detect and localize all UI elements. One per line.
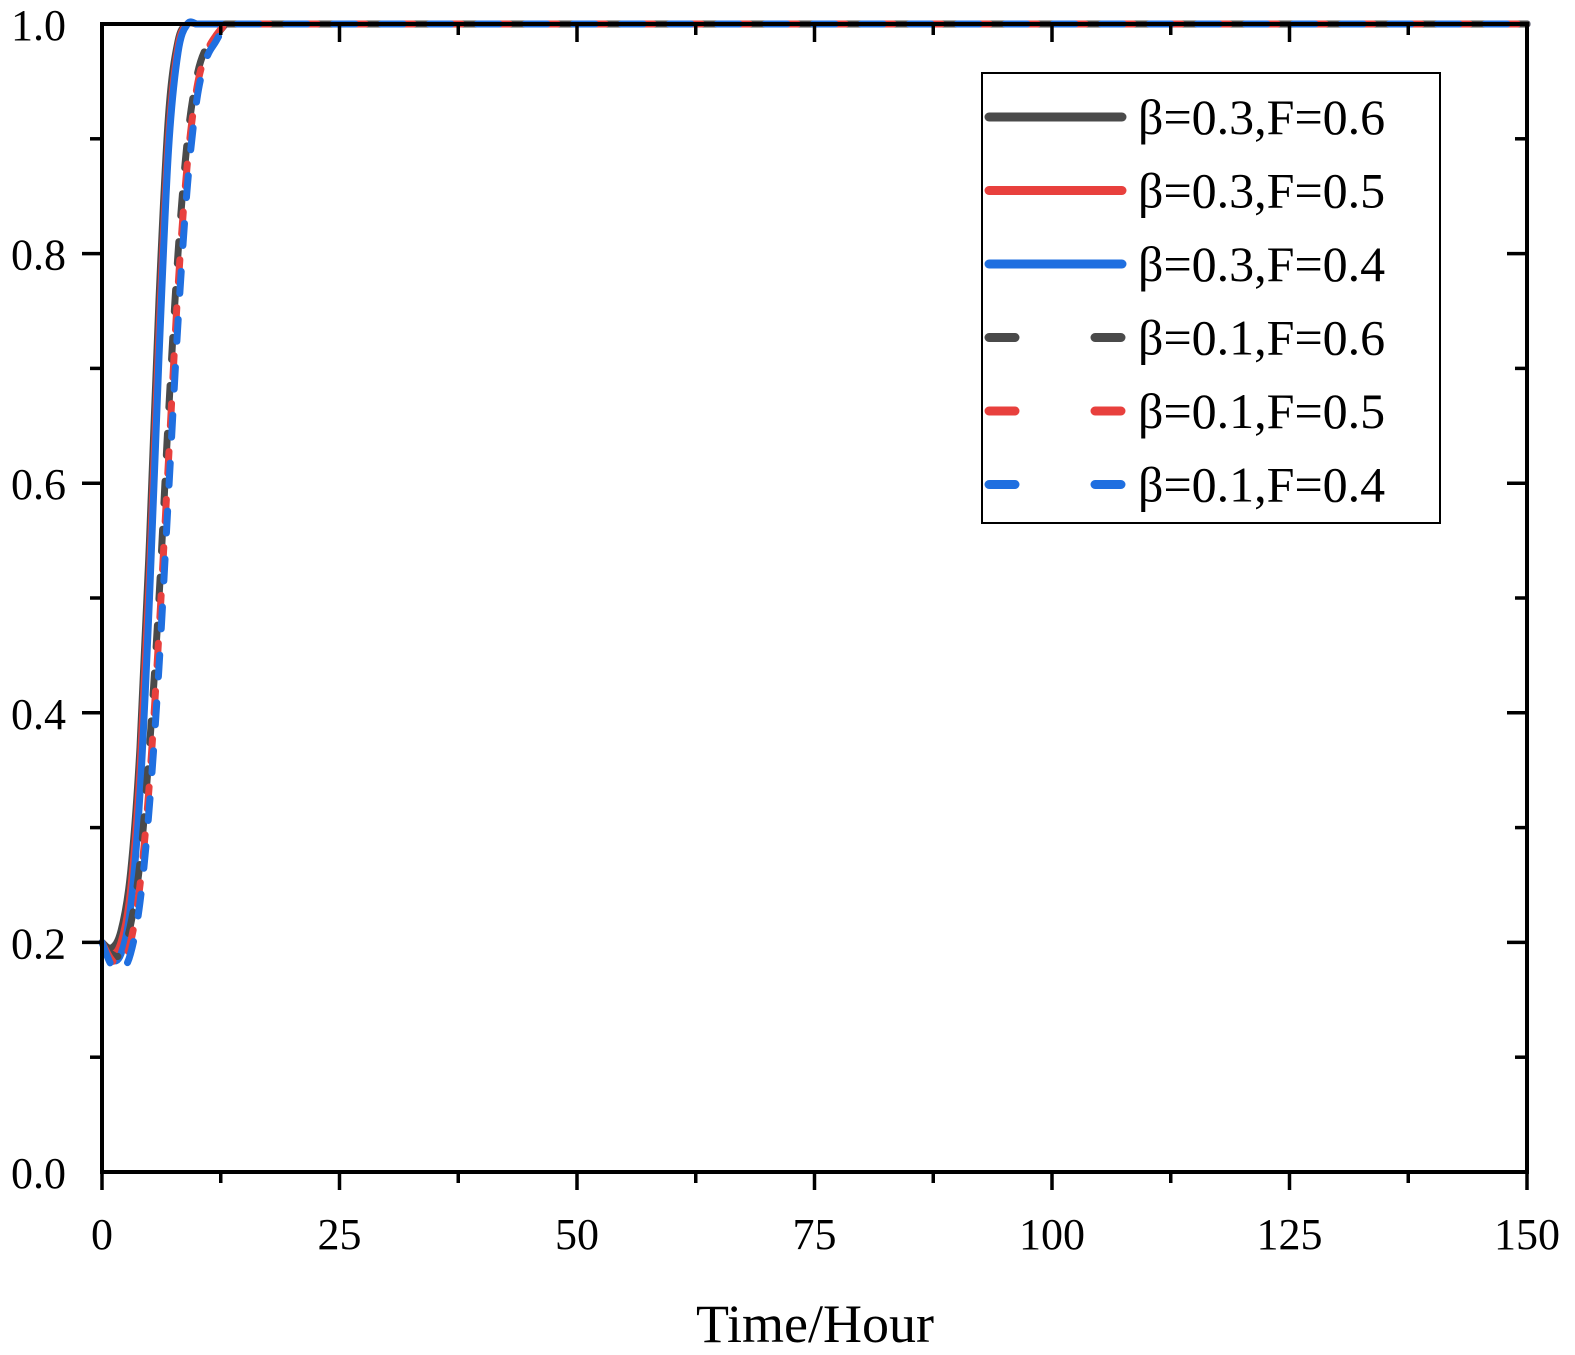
- legend-label-2: β=0.3,F=0.5: [1138, 163, 1385, 219]
- series-line-6: [98, 20, 1531, 976]
- x-tick-label: 50: [555, 1210, 599, 1259]
- x-tick-label: 125: [1257, 1210, 1323, 1259]
- legend-label-4: β=0.1,F=0.6: [1138, 310, 1385, 366]
- y-tick-label: 0.6: [11, 460, 66, 509]
- ticks-layer: 0 25 50 75 100 125 150 0.0 0.2 0.4 0.6 0.8 1.0: [11, 1, 1560, 1259]
- legend: β=0.3,F=0.6 β=0.3,F=0.5 β=0.3,F=0.4 β=0.1,F…: [981, 72, 1441, 524]
- legend-label-5: β=0.1,F=0.5: [1138, 383, 1385, 439]
- y-tick-label: 0.8: [11, 231, 66, 280]
- y-tick-label: 0.4: [11, 690, 66, 739]
- y-tick-label: 0.2: [11, 919, 66, 968]
- y-tick-label: 1.0: [11, 1, 66, 50]
- x-axis-title: Time/Hour: [696, 1294, 934, 1354]
- legend-label-1: β=0.3,F=0.6: [1138, 89, 1385, 145]
- x-tick-label: 150: [1494, 1210, 1560, 1259]
- x-tick-label: 0: [91, 1210, 113, 1259]
- x-tick-label: 75: [793, 1210, 837, 1259]
- legend-label-3: β=0.3,F=0.4: [1138, 236, 1385, 292]
- legend-box: [981, 72, 1441, 524]
- y-tick-label: 0.0: [11, 1149, 66, 1198]
- legend-label-6: β=0.1,F=0.4: [1138, 457, 1385, 513]
- x-tick-label: 25: [318, 1210, 362, 1259]
- x-tick-label: 100: [1019, 1210, 1085, 1259]
